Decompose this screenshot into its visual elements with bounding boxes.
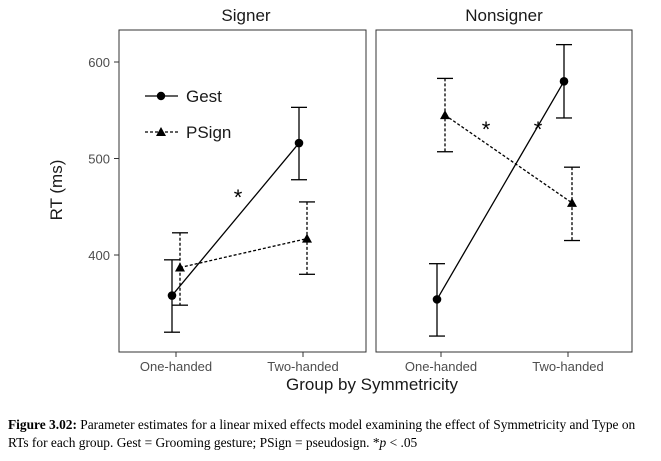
y-tick-label-600: 600 bbox=[88, 55, 110, 70]
caption-label: Figure 3.02: bbox=[8, 417, 77, 432]
y-axis-title: RT (ms) bbox=[47, 160, 66, 221]
legend-gest-marker bbox=[156, 91, 166, 101]
legend: Gest PSign bbox=[145, 87, 231, 142]
x-axis-title: Group by Symmetricity bbox=[286, 375, 458, 394]
panel-frame-signer bbox=[118, 29, 367, 353]
figure-caption: Figure 3.02: Parameter estimates for a l… bbox=[8, 416, 656, 452]
y-axis: 400 500 600 bbox=[88, 55, 119, 263]
point-psign bbox=[567, 197, 577, 207]
legend-psign-marker bbox=[156, 127, 166, 136]
caption-p: p bbox=[379, 435, 387, 450]
figure-chart: Signer Nonsigner 400 500 600 One-handed Two… bbox=[47, 6, 633, 394]
legend-psign-label: PSign bbox=[186, 123, 231, 142]
x-tick-label: One-handed bbox=[405, 359, 477, 374]
significance-marker: * bbox=[234, 185, 243, 210]
series-line-psign bbox=[179, 237, 308, 269]
point-gest bbox=[432, 295, 442, 304]
point-gest bbox=[294, 138, 304, 148]
series-line-gest bbox=[436, 80, 565, 300]
x-tick-label: Two-handed bbox=[532, 359, 604, 374]
caption-body: Parameter estimates for a linear mixed e… bbox=[8, 417, 636, 450]
x-axis: One-handed Two-handed One-handed Two-handed bbox=[140, 352, 604, 374]
point-psign bbox=[175, 262, 185, 272]
y-tick-label-400: 400 bbox=[88, 248, 110, 263]
significance-marker: * bbox=[534, 117, 543, 142]
legend-gest-label: Gest bbox=[186, 87, 222, 106]
series-line-psign bbox=[444, 114, 573, 204]
x-tick-label: Two-handed bbox=[267, 359, 339, 374]
panel-title-signer: Signer bbox=[221, 6, 270, 25]
panel-title-nonsigner: Nonsigner bbox=[465, 6, 543, 25]
caption-tail: < .05 bbox=[386, 435, 418, 450]
point-psign bbox=[440, 110, 450, 120]
y-tick-label-500: 500 bbox=[88, 152, 110, 167]
point-gest bbox=[559, 77, 569, 86]
significance-marker: * bbox=[482, 117, 491, 142]
point-gest bbox=[167, 291, 177, 300]
x-tick-label: One-handed bbox=[140, 359, 212, 374]
series-line-gest bbox=[171, 142, 300, 296]
panel-frame-nonsigner bbox=[375, 29, 633, 353]
point-psign bbox=[302, 233, 312, 243]
chart-marks: * * * bbox=[164, 43, 580, 337]
